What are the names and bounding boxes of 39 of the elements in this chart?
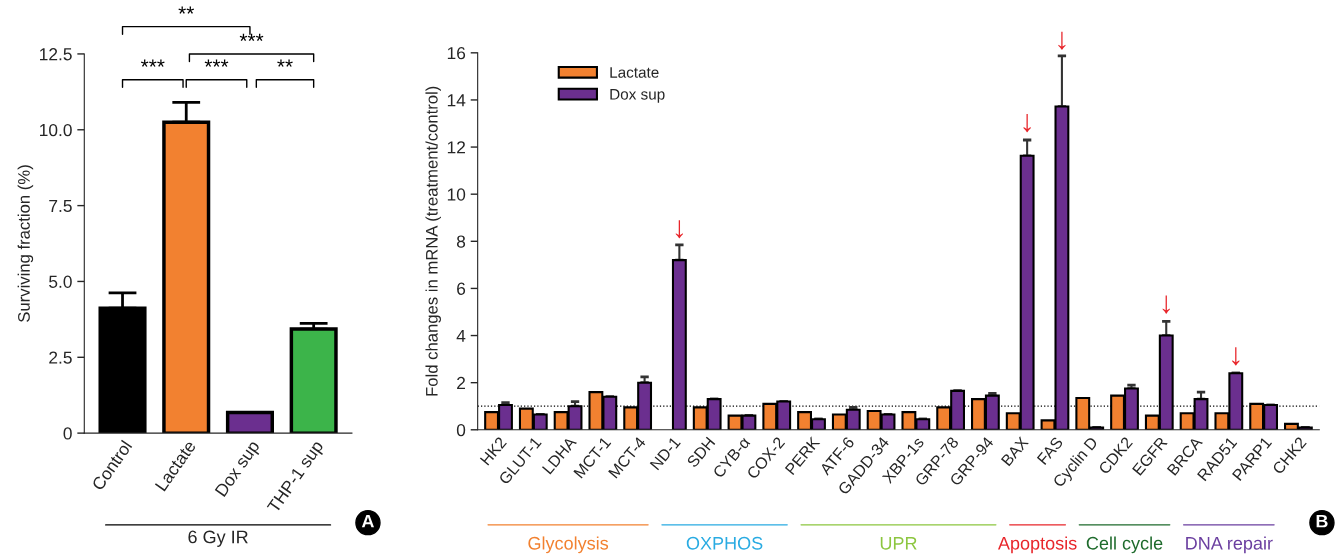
text: Apoptosis	[997, 536, 1077, 554]
x-axis-title: 6 Gy IR	[188, 530, 248, 547]
text: A	[361, 514, 374, 528]
annotation: ↓	[1232, 347, 1240, 366]
text: OXPHOS	[686, 536, 763, 550]
text: **	[178, 6, 195, 14]
y-tick-label: 0	[63, 427, 72, 440]
y-tick-label: 8	[456, 235, 466, 248]
y-tick-label: 0	[456, 423, 466, 437]
y-axis-title: Surviving fraction (%)	[17, 165, 34, 322]
annotation: ↓	[1058, 31, 1066, 50]
annotation: ↓	[675, 220, 683, 239]
text: DNA repair	[1186, 536, 1273, 554]
annotation: ↓	[1023, 114, 1031, 133]
y-axis-title: Fold changes in mRNA (treatment/control)	[425, 86, 441, 396]
y-tick-label: 2	[457, 376, 465, 389]
y-tick-label: 10.0	[40, 123, 72, 137]
y-tick-label: 12.5	[40, 48, 72, 61]
text: Glycolysis	[528, 536, 609, 554]
y-tick-label: 6	[457, 282, 466, 295]
text: Cell cycle	[1086, 536, 1163, 554]
annotation: ↓	[1162, 295, 1170, 314]
y-tick-label: 4	[456, 329, 466, 342]
text: ***	[239, 33, 264, 42]
x-tick-label: Dox sup	[214, 439, 263, 499]
y-tick-label: 12	[447, 141, 465, 154]
annotation: **	[277, 59, 293, 67]
text: B	[1316, 514, 1328, 528]
y-tick-label: 10	[447, 188, 466, 201]
y-tick-label: 5.0	[49, 275, 72, 288]
legend-label: Lactate	[610, 67, 659, 78]
legend-label: Dox sup	[610, 89, 665, 103]
text: UPR	[880, 537, 917, 550]
y-tick-label: 14	[447, 94, 466, 107]
y-tick-label: 2.5	[49, 351, 72, 364]
annotation: ***	[140, 59, 165, 67]
y-tick-label: 7.5	[49, 199, 72, 213]
y-tick-label: 16	[447, 46, 466, 60]
annotation: ***	[204, 59, 229, 67]
